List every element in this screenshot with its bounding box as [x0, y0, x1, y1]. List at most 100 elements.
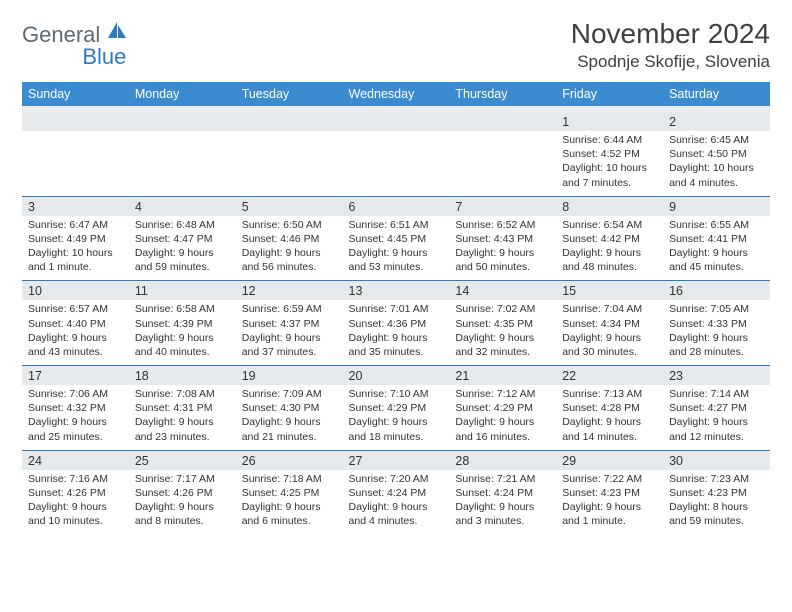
date-number: 16: [669, 284, 683, 298]
daylight-line: Daylight: 9 hours and 21 minutes.: [242, 415, 337, 443]
date-cell: 6: [343, 196, 450, 216]
detail-cell: Sunrise: 7:01 AMSunset: 4:36 PMDaylight:…: [343, 300, 450, 365]
date-cell: 21: [449, 366, 556, 386]
sunset-line: Sunset: 4:29 PM: [455, 401, 550, 415]
detail-cell: Sunrise: 6:51 AMSunset: 4:45 PMDaylight:…: [343, 216, 450, 281]
sunset-line: Sunset: 4:45 PM: [349, 232, 444, 246]
date-number: 5: [242, 200, 249, 214]
daylight-line: Daylight: 9 hours and 48 minutes.: [562, 246, 657, 274]
detail-cell: Sunrise: 6:58 AMSunset: 4:39 PMDaylight:…: [129, 300, 236, 365]
date-row: 24252627282930: [22, 450, 770, 470]
dow-header: Sunday: [22, 82, 129, 106]
date-cell: 7: [449, 196, 556, 216]
date-cell: 5: [236, 196, 343, 216]
date-number: 24: [28, 454, 42, 468]
daylight-line: Daylight: 9 hours and 53 minutes.: [349, 246, 444, 274]
date-cell: 13: [343, 281, 450, 301]
date-cell: 17: [22, 366, 129, 386]
calendar-table: Sunday Monday Tuesday Wednesday Thursday…: [22, 82, 770, 534]
detail-cell: Sunrise: 7:16 AMSunset: 4:26 PMDaylight:…: [22, 470, 129, 535]
dow-header: Thursday: [449, 82, 556, 106]
sunset-line: Sunset: 4:40 PM: [28, 317, 123, 331]
sunrise-line: Sunrise: 7:17 AM: [135, 472, 230, 486]
date-number: 27: [349, 454, 363, 468]
date-number: 26: [242, 454, 256, 468]
daylight-line: Daylight: 10 hours and 7 minutes.: [562, 161, 657, 189]
daylight-line: Daylight: 10 hours and 4 minutes.: [669, 161, 764, 189]
date-cell: 3: [22, 196, 129, 216]
sunrise-line: Sunrise: 6:58 AM: [135, 302, 230, 316]
sunrise-line: Sunrise: 7:01 AM: [349, 302, 444, 316]
detail-cell: Sunrise: 7:12 AMSunset: 4:29 PMDaylight:…: [449, 385, 556, 450]
detail-cell: Sunrise: 6:48 AMSunset: 4:47 PMDaylight:…: [129, 216, 236, 281]
daylight-line: Daylight: 9 hours and 59 minutes.: [135, 246, 230, 274]
date-number: 14: [455, 284, 469, 298]
sunrise-line: Sunrise: 7:04 AM: [562, 302, 657, 316]
date-cell: 18: [129, 366, 236, 386]
daylight-line: Daylight: 9 hours and 18 minutes.: [349, 415, 444, 443]
sunset-line: Sunset: 4:47 PM: [135, 232, 230, 246]
detail-cell: [449, 131, 556, 196]
date-cell: 12: [236, 281, 343, 301]
sunset-line: Sunset: 4:39 PM: [135, 317, 230, 331]
sunset-line: Sunset: 4:23 PM: [562, 486, 657, 500]
dow-header: Monday: [129, 82, 236, 106]
date-row: 17181920212223: [22, 366, 770, 386]
daylight-line: Daylight: 9 hours and 12 minutes.: [669, 415, 764, 443]
detail-cell: [22, 131, 129, 196]
daylight-line: Daylight: 9 hours and 43 minutes.: [28, 331, 123, 359]
date-number: 3: [28, 200, 35, 214]
sunrise-line: Sunrise: 7:02 AM: [455, 302, 550, 316]
date-number: 9: [669, 200, 676, 214]
date-number: 6: [349, 200, 356, 214]
sunrise-line: Sunrise: 7:12 AM: [455, 387, 550, 401]
sunrise-line: Sunrise: 7:13 AM: [562, 387, 657, 401]
sunrise-line: Sunrise: 7:22 AM: [562, 472, 657, 486]
sunrise-line: Sunrise: 7:10 AM: [349, 387, 444, 401]
sunrise-line: Sunrise: 7:09 AM: [242, 387, 337, 401]
dow-header: Friday: [556, 82, 663, 106]
sunrise-line: Sunrise: 7:21 AM: [455, 472, 550, 486]
date-cell: 2: [663, 112, 770, 131]
detail-cell: Sunrise: 7:18 AMSunset: 4:25 PMDaylight:…: [236, 470, 343, 535]
date-number: 25: [135, 454, 149, 468]
date-number: 8: [562, 200, 569, 214]
daylight-line: Daylight: 10 hours and 1 minute.: [28, 246, 123, 274]
sunset-line: Sunset: 4:29 PM: [349, 401, 444, 415]
sunset-line: Sunset: 4:35 PM: [455, 317, 550, 331]
date-cell: 4: [129, 196, 236, 216]
sunset-line: Sunset: 4:37 PM: [242, 317, 337, 331]
sunrise-line: Sunrise: 6:47 AM: [28, 218, 123, 232]
date-number: 17: [28, 369, 42, 383]
date-number: 2: [669, 115, 676, 129]
detail-cell: Sunrise: 6:57 AMSunset: 4:40 PMDaylight:…: [22, 300, 129, 365]
daylight-line: Daylight: 9 hours and 28 minutes.: [669, 331, 764, 359]
date-cell: 19: [236, 366, 343, 386]
detail-row: Sunrise: 6:57 AMSunset: 4:40 PMDaylight:…: [22, 300, 770, 365]
date-number: 21: [455, 369, 469, 383]
daylight-line: Daylight: 9 hours and 35 minutes.: [349, 331, 444, 359]
detail-row: Sunrise: 6:44 AMSunset: 4:52 PMDaylight:…: [22, 131, 770, 196]
date-number: 23: [669, 369, 683, 383]
date-cell: [22, 112, 129, 131]
date-number: 7: [455, 200, 462, 214]
sunset-line: Sunset: 4:27 PM: [669, 401, 764, 415]
date-row: 12: [22, 112, 770, 131]
date-cell: [449, 112, 556, 131]
sail-icon: [108, 22, 126, 38]
brand-logo: General Blue: [22, 18, 126, 68]
daylight-line: Daylight: 9 hours and 32 minutes.: [455, 331, 550, 359]
date-number: 15: [562, 284, 576, 298]
detail-cell: [343, 131, 450, 196]
date-cell: 16: [663, 281, 770, 301]
sunset-line: Sunset: 4:32 PM: [28, 401, 123, 415]
daylight-line: Daylight: 9 hours and 45 minutes.: [669, 246, 764, 274]
detail-cell: Sunrise: 7:14 AMSunset: 4:27 PMDaylight:…: [663, 385, 770, 450]
date-cell: 23: [663, 366, 770, 386]
date-cell: 10: [22, 281, 129, 301]
sunrise-line: Sunrise: 6:59 AM: [242, 302, 337, 316]
date-cell: 15: [556, 281, 663, 301]
month-title: November 2024: [571, 18, 770, 50]
sunrise-line: Sunrise: 7:08 AM: [135, 387, 230, 401]
date-number: 19: [242, 369, 256, 383]
